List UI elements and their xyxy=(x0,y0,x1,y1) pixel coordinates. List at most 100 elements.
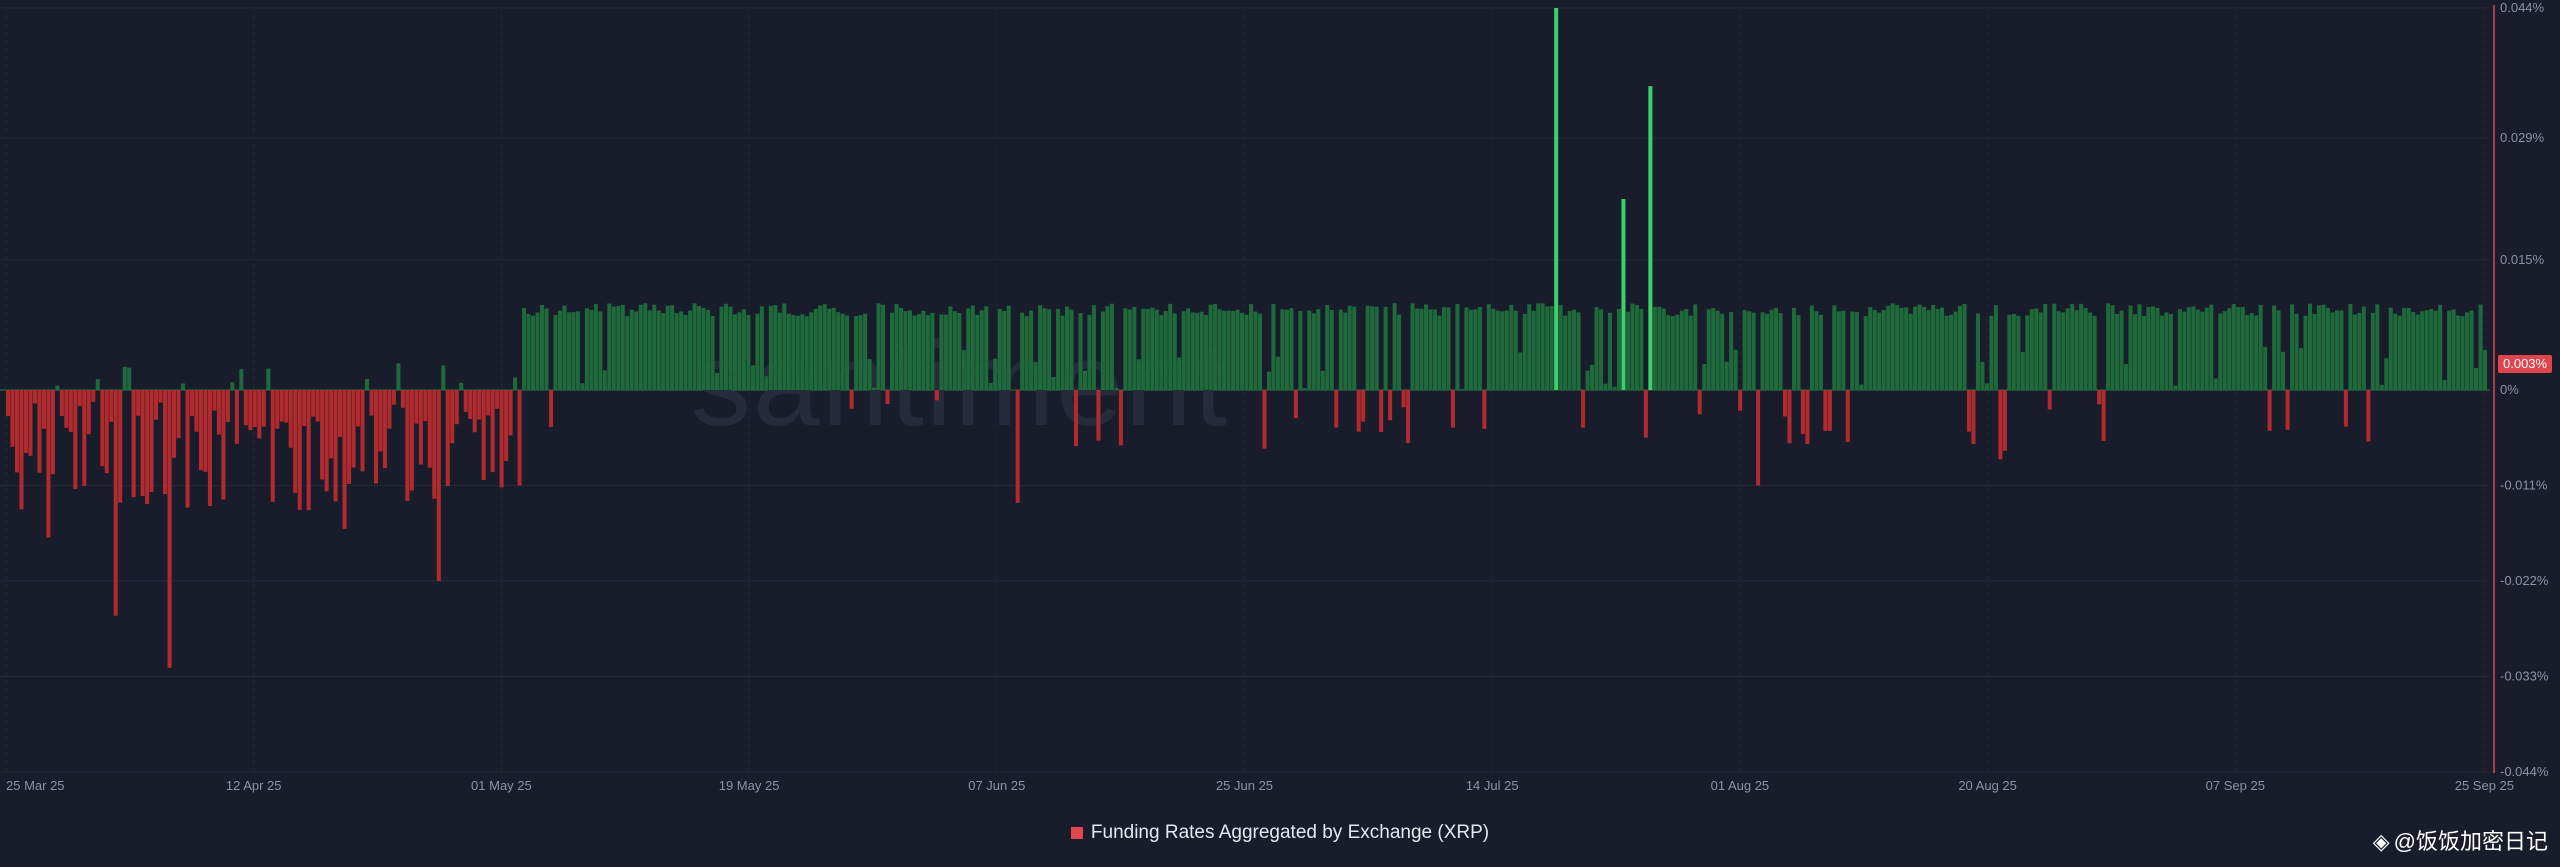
funding-rate-bar xyxy=(710,315,715,390)
funding-rate-bar xyxy=(104,390,109,474)
funding-rate-bar xyxy=(732,314,737,390)
funding-rate-bar xyxy=(306,390,311,511)
funding-rate-bar xyxy=(2029,309,2034,390)
funding-rate-bar xyxy=(2173,385,2178,390)
funding-rate-bar xyxy=(2132,314,2138,390)
funding-rate-bar xyxy=(1150,307,1155,390)
funding-rate-bar xyxy=(2294,313,2299,390)
funding-rate-bar xyxy=(1697,390,1702,415)
funding-rate-bar xyxy=(2177,309,2182,390)
funding-rate-bar xyxy=(1886,305,1891,390)
funding-rate-bar xyxy=(1096,390,1101,441)
funding-rate-bar xyxy=(1455,304,1460,390)
funding-rate-bar xyxy=(1011,389,1016,391)
funding-rate-bar xyxy=(2061,312,2066,390)
funding-rate-bar xyxy=(1073,390,1079,447)
funding-rate-bar xyxy=(2334,310,2339,390)
funding-rate-bar xyxy=(975,314,980,390)
x-tick-label: 01 May 25 xyxy=(471,778,532,793)
funding-rate-bar xyxy=(266,368,271,390)
funding-rate-bar xyxy=(1648,86,1653,390)
funding-rate-bar xyxy=(652,304,657,390)
funding-rate-bar xyxy=(1473,309,1478,390)
funding-rate-bar xyxy=(109,390,114,422)
funding-rate-bar xyxy=(2236,307,2241,390)
funding-rate-bar xyxy=(149,390,154,492)
funding-rate-bar xyxy=(2195,309,2200,390)
funding-rate-bar xyxy=(297,390,302,510)
x-tick-label: 25 Sep 25 xyxy=(2455,778,2514,793)
funding-rate-bar xyxy=(320,390,325,480)
funding-rate-bar xyxy=(19,390,24,510)
funding-rate-bar xyxy=(984,306,989,390)
funding-rate-bar xyxy=(2397,315,2402,390)
funding-rate-bar xyxy=(234,390,239,444)
funding-rate-bar xyxy=(1908,313,1913,390)
funding-rate-bar xyxy=(1024,316,1029,390)
credit: ◈ @饭饭加密日记 xyxy=(2373,824,2548,856)
funding-rate-bar xyxy=(2052,303,2057,390)
funding-rate-bar xyxy=(1204,314,1209,390)
funding-rate-bar xyxy=(2312,313,2317,390)
funding-rate-bar xyxy=(10,390,15,447)
funding-rate-bar xyxy=(1845,390,1850,443)
funding-rate-bar xyxy=(907,310,912,390)
funding-rate-bar xyxy=(1581,390,1586,428)
funding-rate-bar xyxy=(1599,309,1604,390)
legend-swatch xyxy=(1070,827,1083,839)
funding-rate-bar xyxy=(2429,308,2434,390)
funding-rate-bar xyxy=(1383,306,1388,390)
funding-rate-bar xyxy=(1980,361,1985,390)
funding-rate-bar xyxy=(1747,311,1752,390)
x-tick-label: 14 Jul 25 xyxy=(1466,778,1519,793)
funding-rate-bar xyxy=(575,311,580,390)
funding-rate-bar xyxy=(302,390,307,427)
legend[interactable]: Funding Rates Aggregated by Exchange (XR… xyxy=(0,822,2560,844)
funding-rate-bar xyxy=(1675,314,1680,390)
funding-rate-bar xyxy=(499,390,504,488)
funding-rate-bar xyxy=(181,383,186,390)
funding-rate-bar xyxy=(1109,303,1114,390)
funding-rate-bar xyxy=(2433,310,2438,390)
funding-rate-bar xyxy=(1423,304,1429,390)
funding-rate-bar xyxy=(167,390,172,668)
funding-rate-bar xyxy=(921,310,926,390)
funding-rate-bar xyxy=(1657,306,1662,390)
funding-rate-bar xyxy=(598,311,603,390)
funding-rate-bar xyxy=(1984,383,1989,390)
funding-rate-bar xyxy=(1208,304,1213,390)
funding-rate-bar xyxy=(2402,308,2407,390)
funding-rate-bar xyxy=(2182,311,2187,390)
funding-rate-bar xyxy=(674,313,679,390)
funding-rate-bar xyxy=(961,350,966,390)
funding-rate-bar xyxy=(715,372,720,390)
funding-rate-bar xyxy=(28,390,33,456)
funding-rate-bar xyxy=(925,315,930,390)
funding-rate-bar xyxy=(728,306,733,390)
funding-rate-bar xyxy=(854,316,859,390)
funding-rate-bar xyxy=(1020,312,1025,390)
funding-rate-bar xyxy=(1495,310,1500,390)
funding-rate-bar xyxy=(966,308,971,390)
funding-rate-bar xyxy=(1271,303,1276,390)
funding-rate-bar xyxy=(288,390,293,448)
funding-rate-bar xyxy=(1818,315,1823,390)
funding-rate-bar xyxy=(477,390,482,420)
funding-rate-bar xyxy=(481,390,486,480)
funding-rate-bar xyxy=(1401,390,1406,408)
funding-rate-bar xyxy=(1231,310,1236,390)
funding-rate-bar xyxy=(809,312,814,390)
funding-rate-bar xyxy=(2011,314,2016,390)
funding-rate-bar xyxy=(1738,390,1743,411)
funding-rate-bar xyxy=(1639,308,1644,390)
funding-rate-bar xyxy=(1087,314,1092,390)
funding-rate-bar xyxy=(136,390,141,416)
funding-rate-bar xyxy=(804,316,809,390)
funding-rate-bar xyxy=(216,390,221,435)
funding-rate-bar xyxy=(759,306,764,390)
funding-rate-bar xyxy=(495,390,500,409)
funding-rate-bar xyxy=(777,312,782,390)
funding-rate-bar xyxy=(450,390,455,444)
funding-rate-bar xyxy=(1720,313,1725,390)
